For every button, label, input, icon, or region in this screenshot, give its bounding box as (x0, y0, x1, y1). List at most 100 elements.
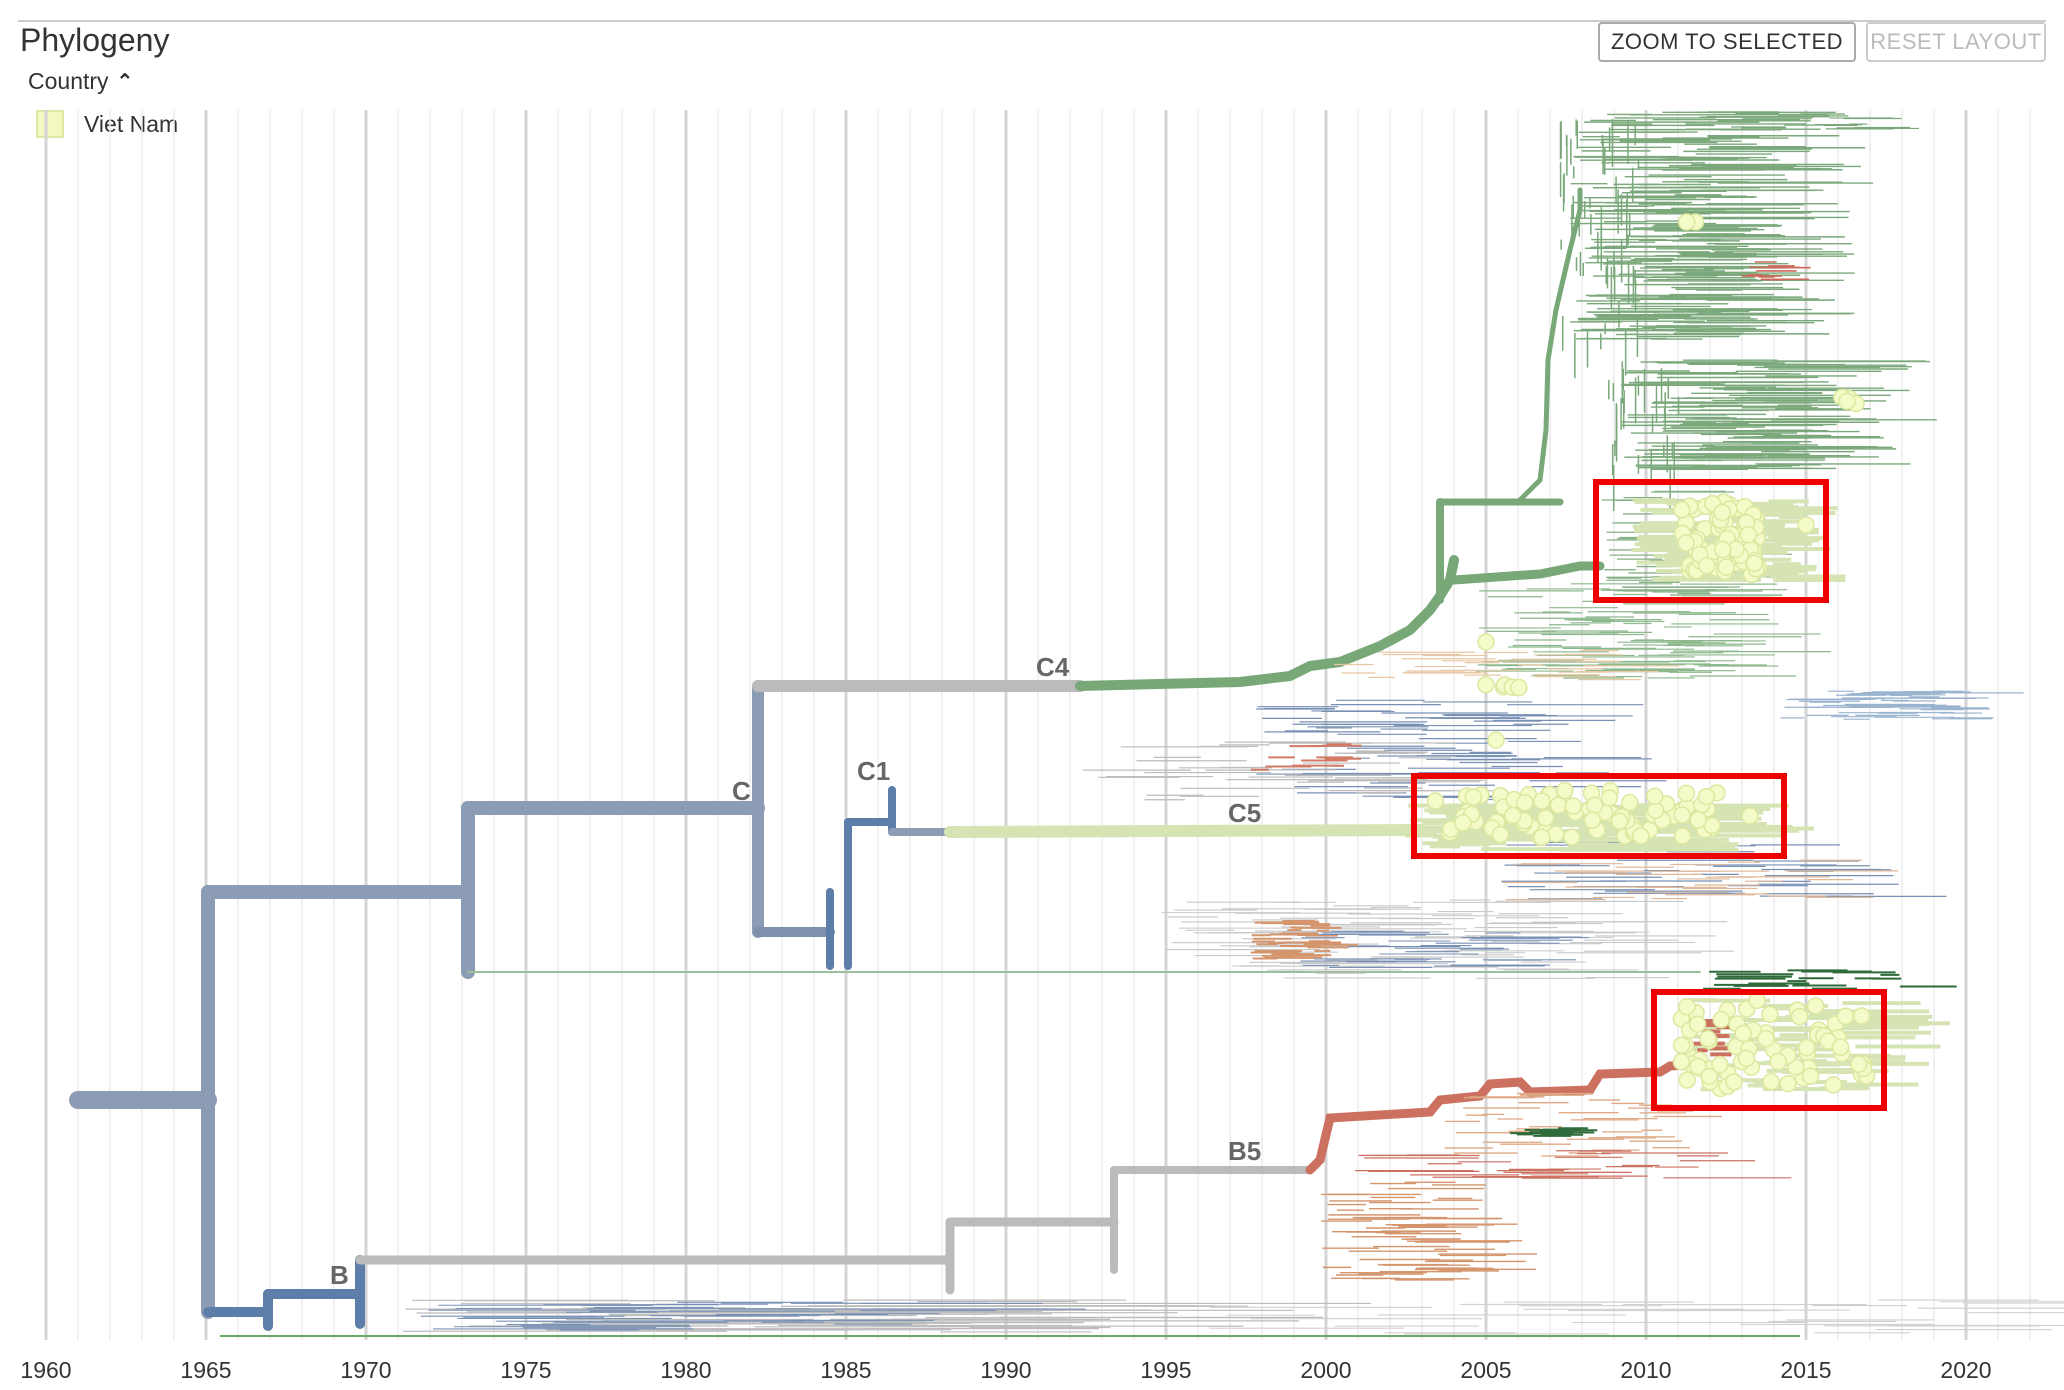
x-tick-label: 1975 (500, 1357, 551, 1383)
tip-viet-nam[interactable] (1779, 1074, 1797, 1093)
tip-viet-nam[interactable] (1673, 827, 1692, 845)
tip-viet-nam[interactable] (1564, 797, 1582, 815)
x-tick-label: 2015 (1780, 1357, 1831, 1383)
chevron-up-icon: ⌃ (116, 71, 134, 93)
tip-viet-nam[interactable] (1689, 1057, 1707, 1076)
tip-viet-nam[interactable] (1713, 540, 1732, 559)
tip-viet-nam[interactable] (1697, 787, 1716, 806)
tip-viet-nam[interactable] (1824, 1076, 1843, 1094)
tip-viet-nam[interactable] (1801, 1067, 1820, 1086)
tip-viet-nam[interactable] (1741, 807, 1759, 825)
tip-viet-nam[interactable] (1464, 788, 1483, 806)
highlight-box (1411, 773, 1787, 859)
tip-viet-nam[interactable] (1790, 1007, 1809, 1026)
tip-viet-nam[interactable] (1491, 825, 1510, 844)
tip-viet-nam[interactable] (1700, 1067, 1718, 1086)
tip-viet-nam[interactable] (1610, 812, 1629, 831)
tip-viet-nam[interactable] (1562, 828, 1581, 846)
legend-label: Viet Nam (84, 110, 179, 137)
branch[interactable] (1517, 187, 1583, 503)
tip-viet-nam[interactable] (1516, 793, 1534, 812)
tip-viet-nam[interactable] (1503, 806, 1522, 825)
x-tick-label: 2000 (1300, 1357, 1351, 1383)
tip-viet-nam[interactable] (1762, 1073, 1780, 1091)
tip-viet-nam[interactable] (1713, 503, 1732, 522)
tip-viet-nam[interactable] (1672, 1053, 1691, 1071)
tip-viet-nam[interactable] (1806, 997, 1825, 1015)
branch[interactable] (1305, 1059, 1705, 1175)
clade-label-c: C (732, 776, 751, 806)
tip-viet-nam[interactable] (1583, 811, 1602, 829)
color-by-toggle[interactable]: Country ⌃ (28, 68, 133, 95)
tip-viet-nam[interactable] (1673, 501, 1691, 519)
tip-viet-nam[interactable] (1739, 525, 1758, 544)
tip-viet-nam[interactable] (1757, 1029, 1775, 1048)
legend-item-viet-nam[interactable]: Viet Nam (36, 110, 178, 138)
color-by-label: Country (28, 68, 109, 94)
tip-viet-nam[interactable] (1672, 1036, 1691, 1054)
tip-viet-nam[interactable] (1678, 998, 1696, 1016)
clade-label-c4: C4 (1036, 652, 1070, 682)
tip-viet-nam[interactable] (1712, 1010, 1730, 1029)
tip-viet-nam[interactable] (1831, 1038, 1850, 1057)
x-tick-label: 2010 (1620, 1357, 1671, 1383)
tip-viet-nam[interactable] (1585, 796, 1604, 815)
tip-viet-nam[interactable] (1454, 814, 1472, 832)
tip-viet-nam[interactable] (1689, 811, 1708, 829)
tip-viet-nam[interactable] (1673, 806, 1691, 824)
x-tick-label: 1980 (660, 1357, 711, 1383)
tip-viet-nam[interactable] (1711, 1055, 1729, 1074)
page-title: Phylogeny (20, 22, 170, 58)
tip-viet-nam[interactable] (1737, 1049, 1756, 1068)
branch[interactable] (944, 824, 1426, 838)
tip-viet-nam[interactable] (1688, 1015, 1707, 1033)
highlight-box (1651, 989, 1887, 1111)
tip-viet-nam[interactable] (1698, 556, 1716, 575)
tip-viet-nam[interactable] (1677, 213, 1696, 231)
x-tick-label: 1985 (820, 1357, 871, 1383)
tip-viet-nam[interactable] (1850, 1055, 1868, 1073)
tip-viet-nam[interactable] (1677, 534, 1695, 552)
tip-viet-nam[interactable] (1632, 827, 1650, 845)
x-tick-label: 1970 (340, 1357, 391, 1383)
tip-viet-nam[interactable] (1797, 516, 1815, 534)
zoom-to-selected-button[interactable]: ZOOM TO SELECTED (1598, 22, 1856, 62)
clade-label-b: B (330, 1260, 349, 1290)
tip-viet-nam[interactable] (1852, 1007, 1871, 1025)
reset-layout-button[interactable]: RESET LAYOUT (1866, 22, 2046, 62)
x-axis: 1960 1965 1970 1975 1980 1985 1990 1995 2000 2005… (20, 1357, 1991, 1383)
tip-viet-nam[interactable] (1477, 633, 1495, 651)
clade-label-c1: C1 (857, 756, 890, 786)
tip-viet-nam[interactable] (1797, 1038, 1816, 1057)
tip-viet-nam[interactable] (1734, 1024, 1752, 1043)
tip-viet-nam[interactable] (1537, 809, 1555, 827)
tip-viet-nam[interactable] (1699, 1029, 1717, 1048)
x-tick-label: 1960 (20, 1357, 71, 1383)
tip-viet-nam[interactable] (1761, 1005, 1779, 1024)
tip-viet-nam[interactable] (1600, 789, 1619, 807)
tip-viet-nam[interactable] (1477, 675, 1495, 694)
branch[interactable] (1449, 561, 1605, 585)
tip-viet-nam[interactable] (1426, 792, 1445, 810)
tip-viet-nam[interactable] (1769, 1052, 1787, 1071)
branch[interactable] (1075, 555, 1459, 691)
clade-label-c5: C5 (1228, 798, 1261, 828)
x-tick-label: 2020 (1940, 1357, 1991, 1383)
tip-viet-nam[interactable] (1646, 787, 1664, 806)
tip-viet-nam[interactable] (1487, 731, 1505, 749)
tip-viet-nam[interactable] (1717, 558, 1735, 576)
tip-viet-nam[interactable] (1677, 784, 1696, 803)
tip-viet-nam[interactable] (1745, 554, 1764, 573)
tip-viet-nam[interactable] (1556, 781, 1574, 800)
tip-viet-nam[interactable] (1678, 1071, 1696, 1089)
header-divider (18, 20, 2046, 22)
tip-viet-nam[interactable] (1533, 828, 1551, 847)
tip-viet-nam[interactable] (1620, 793, 1639, 812)
x-tick-label: 1990 (980, 1357, 1031, 1383)
tip-viet-nam[interactable] (1838, 392, 1856, 411)
tip-viet-nam[interactable] (1836, 1007, 1855, 1025)
tip-viet-nam[interactable] (1725, 1073, 1743, 1091)
tip-viet-nam[interactable] (1510, 678, 1528, 697)
tip-viet-nam[interactable] (1533, 792, 1551, 810)
